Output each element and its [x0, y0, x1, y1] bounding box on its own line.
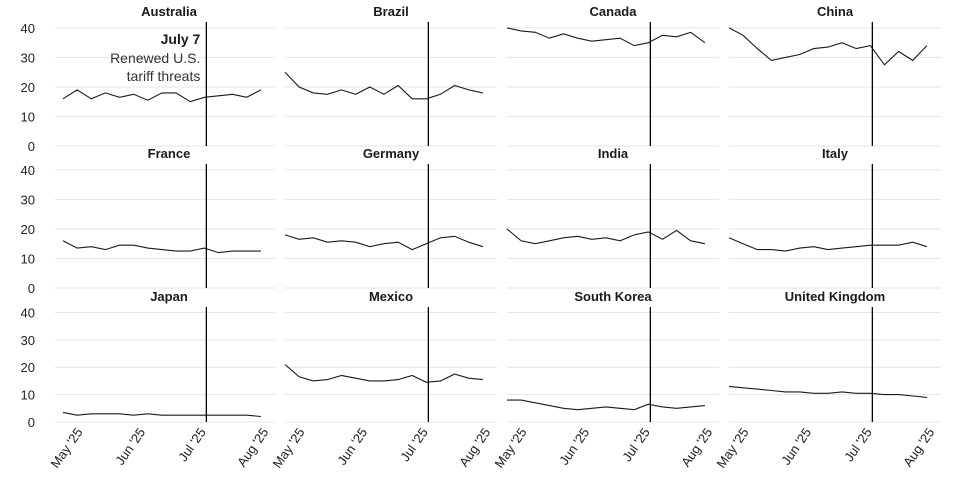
series-line-italy: [728, 237, 928, 252]
y-tick-label: 0: [28, 281, 35, 296]
panel-france: 0 10 20 30 40 France: [21, 146, 275, 296]
panel-title: Australia: [141, 4, 197, 19]
panel-germany: Germany: [284, 146, 497, 289]
series-line-brazil: [284, 71, 484, 100]
series-line-united-kingdom: [728, 385, 927, 398]
x-tick-label: May '25: [47, 425, 85, 471]
panel-title: China: [817, 4, 854, 19]
x-tick-label: Jul '25: [619, 425, 653, 464]
panel-title: Canada: [590, 4, 638, 19]
y-tick-label: 40: [21, 163, 35, 178]
x-tick-label: May '25: [491, 425, 529, 471]
panel-title: United Kingdom: [785, 289, 885, 304]
panel-china: China: [728, 4, 941, 147]
y-tick-label: 0: [28, 139, 35, 154]
series-line-south-korea: [507, 399, 705, 411]
x-tick-label: Aug '25: [900, 425, 937, 469]
panel-japan: 0 10 20 30 40 Japan May '25 Jun '25 Jul '25 Aug '…: [21, 289, 275, 471]
series-line-mexico: [284, 364, 483, 383]
panel-canada: Canada: [506, 4, 719, 147]
panel-united-kingdom: United Kingdom May '25 Jun '25 Jul '25 Aug '…: [713, 289, 941, 471]
y-tick-label: 40: [21, 21, 35, 36]
y-tick-label: 10: [21, 251, 35, 266]
series-line-india: [506, 228, 706, 245]
x-tick-label: Jul '25: [175, 425, 209, 464]
x-tick-label: Jul '25: [397, 425, 431, 464]
x-tick-label: Jun '25: [112, 425, 148, 468]
x-tick-label: Jun '25: [334, 425, 370, 468]
x-tick-label: Jul '25: [841, 425, 875, 464]
panel-title: Brazil: [373, 4, 408, 19]
y-tick-label: 0: [28, 415, 35, 430]
x-tick-label: Jun '25: [556, 425, 592, 468]
series-line-canada: [506, 27, 706, 47]
panel-australia: 0 10 20 30 40 Australia July 7 Renewed U.S. tari…: [21, 4, 275, 154]
annotation-text: tariff threats: [127, 68, 201, 84]
y-tick-label: 40: [21, 305, 35, 320]
series-line-france: [62, 240, 261, 254]
y-tick-label: 30: [21, 333, 35, 348]
panel-italy: Italy: [728, 146, 941, 289]
panel-brazil: Brazil: [284, 4, 497, 147]
annotation-title: July 7: [161, 31, 201, 47]
series-line-australia: [62, 89, 262, 103]
annotation-text: Renewed U.S.: [110, 50, 200, 66]
panel-title: France: [148, 146, 191, 161]
panel-south-korea: South Korea May '25 Jun '25 Jul '25 Aug '25: [491, 289, 719, 471]
panel-title: Italy: [822, 146, 849, 161]
x-tick-label: May '25: [269, 425, 307, 471]
panel-india: India: [506, 146, 719, 289]
panel-title: Mexico: [369, 289, 413, 304]
y-tick-label: 20: [21, 222, 35, 237]
series-line-japan: [62, 411, 261, 418]
series-line-germany: [284, 234, 484, 251]
y-tick-label: 30: [21, 192, 35, 207]
panel-title: Germany: [363, 146, 420, 161]
series-line-china: [728, 27, 928, 66]
panel-title: India: [598, 146, 629, 161]
x-tick-label: Jun '25: [778, 425, 814, 468]
x-tick-label: Aug '25: [234, 425, 271, 469]
panel-title: South Korea: [574, 289, 652, 304]
x-tick-label: Aug '25: [678, 425, 715, 469]
y-tick-label: 20: [21, 80, 35, 95]
y-tick-label: 10: [21, 388, 35, 403]
panel-title: Japan: [150, 289, 188, 304]
x-tick-label: Aug '25: [456, 425, 493, 469]
y-tick-label: 10: [21, 109, 35, 124]
panel-mexico: Mexico May '25 Jun '25 Jul '25 Aug '25: [269, 289, 497, 471]
y-tick-label: 20: [21, 360, 35, 375]
x-tick-label: May '25: [713, 425, 751, 471]
y-tick-label: 30: [21, 50, 35, 65]
